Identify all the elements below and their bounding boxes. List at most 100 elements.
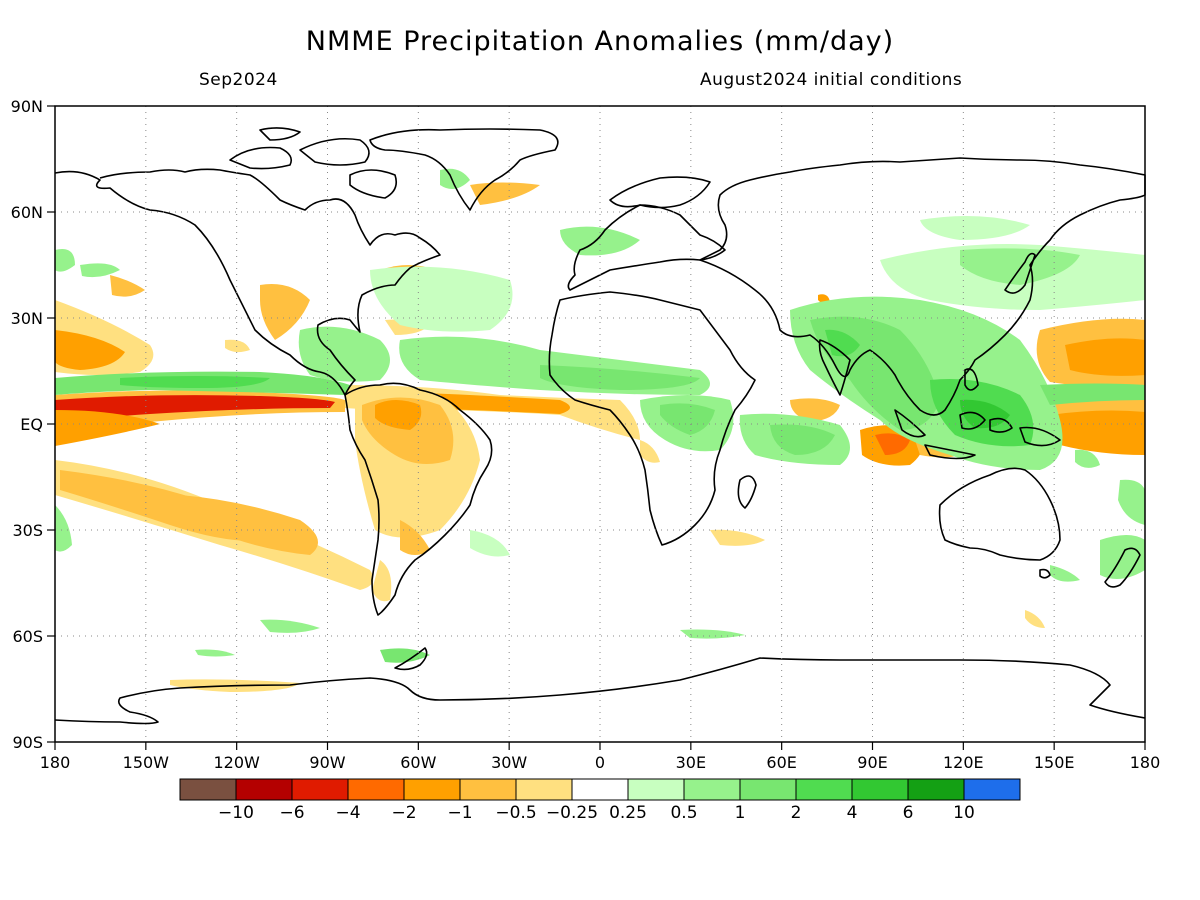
wet-anomaly-region — [80, 263, 120, 278]
colorbar-label: 6 — [903, 803, 914, 823]
lon-tick-label: 120E — [943, 753, 984, 772]
colorbar-label: −0.25 — [546, 803, 598, 823]
dry-anomaly-region — [710, 529, 765, 546]
forecast-month: Sep2024 — [199, 70, 278, 90]
colorbar-label: −2 — [391, 803, 416, 823]
dry-anomaly-region — [790, 398, 840, 422]
wet-anomaly-region — [560, 226, 640, 256]
coastline-antarctic-peninsula — [394, 647, 428, 671]
colorbar-label: −10 — [218, 803, 254, 823]
lat-tick-label: 30S — [12, 521, 43, 540]
graticule — [55, 106, 1145, 742]
dry-anomaly-region — [260, 284, 310, 340]
lat-tick-label: 90N — [11, 97, 43, 116]
wet-anomaly-region — [1040, 383, 1145, 405]
wet-anomaly-region — [195, 649, 235, 657]
colorbar-swatch — [291, 778, 349, 801]
coastline-arctic-islands — [299, 137, 370, 166]
coastline-new-guinea — [1019, 426, 1061, 447]
longitude-axis: 180 150W 120W 90W 60W 30W 0 30E 60E 90E 120E 150E 18… — [40, 742, 1161, 772]
lon-tick-label: 90E — [857, 753, 887, 772]
wet-anomaly-region — [960, 399, 1010, 429]
coastline-indonesia — [894, 409, 926, 438]
coastline-asia — [699, 157, 1146, 416]
wet-anomaly-region — [298, 326, 390, 382]
dry-anomaly-region — [372, 560, 392, 602]
coastline-indonesia — [989, 417, 1013, 433]
wet-anomaly-region — [470, 530, 510, 557]
coastline-indonesia — [924, 444, 976, 460]
colorbar-swatch — [571, 778, 629, 801]
dry-anomaly-region — [55, 410, 160, 446]
coastline-south-america — [344, 382, 493, 616]
wet-anomaly-region — [55, 505, 72, 552]
wet-anomaly-region — [1118, 479, 1145, 525]
colorbar-label: −0.5 — [495, 803, 536, 823]
lon-tick-label: 150W — [123, 753, 170, 772]
wet-anomaly-region — [380, 648, 430, 663]
wet-anomaly-region — [825, 329, 860, 357]
colorbar-swatch — [347, 778, 405, 801]
dry-anomaly-region — [470, 182, 540, 205]
lon-tick-label: 60E — [766, 753, 796, 772]
colorbar-label: 2 — [791, 803, 802, 823]
colorbar-swatch — [739, 778, 797, 801]
coastline-indonesia — [959, 411, 986, 430]
coastline-north-america — [54, 168, 441, 396]
coastline-madagascar — [737, 475, 757, 509]
coastline-scandinavia — [609, 176, 711, 209]
lon-tick-label: 30E — [676, 753, 706, 772]
wet-anomaly-region — [1075, 449, 1100, 468]
latitude-axis: 90N 60N 30N EQ 30S 60S 90S — [11, 97, 55, 752]
colorbar-swatch — [235, 778, 293, 801]
coastline-antarctica — [54, 657, 1146, 725]
colorbar-label: 0.5 — [670, 803, 697, 823]
wet-anomaly-region — [680, 629, 745, 639]
map-title: NMME Precipitation Anomalies (mm/day) — [305, 26, 895, 57]
lon-tick-label: 180 — [1130, 753, 1161, 772]
colorbar-label: −6 — [279, 803, 304, 823]
wet-anomaly-region — [440, 168, 470, 189]
initial-conditions: August2024 initial conditions — [700, 70, 963, 90]
wet-anomaly-region — [260, 619, 320, 633]
coastline-philippines — [964, 368, 979, 391]
lon-tick-label: 60W — [400, 753, 436, 772]
colorbar-swatch — [907, 778, 965, 801]
lat-tick-label: EQ — [20, 415, 43, 434]
wet-anomaly-region — [660, 403, 715, 435]
lat-tick-label: 60S — [12, 627, 43, 646]
anomaly-field — [55, 168, 1145, 692]
colorbar-label: 10 — [953, 803, 975, 823]
dry-anomaly-region — [55, 330, 125, 370]
lon-tick-label: 150E — [1034, 753, 1075, 772]
coastline-new-zealand — [1104, 547, 1141, 588]
coastline-australia — [938, 467, 1061, 561]
colorbar-label: 4 — [847, 803, 858, 823]
coastlines — [54, 127, 1146, 725]
lon-tick-label: 0 — [595, 753, 605, 772]
colorbar-swatch — [627, 778, 685, 801]
coastline-africa — [548, 291, 756, 546]
dry-anomaly-region — [110, 275, 145, 297]
coastline-europe — [567, 204, 726, 291]
dry-anomaly-region — [1048, 403, 1145, 455]
wet-anomaly-region — [55, 249, 75, 272]
colorbar-swatch — [683, 778, 741, 801]
wet-anomaly-region — [1050, 565, 1080, 582]
dry-anomaly-region — [180, 495, 318, 555]
colorbar-swatch — [459, 778, 517, 801]
wet-anomaly-region — [920, 216, 1030, 240]
coastline-japan — [1004, 252, 1036, 294]
coastline-india — [818, 339, 851, 396]
dry-anomaly-region — [1065, 338, 1145, 376]
colorbar-label: 1 — [735, 803, 746, 823]
wet-anomaly-region — [120, 376, 270, 388]
lat-tick-label: 30N — [11, 309, 43, 328]
colorbar-swatch — [515, 778, 573, 801]
coastline-arctic-islands — [349, 169, 398, 199]
wet-anomaly-region — [960, 248, 1080, 285]
colorbar-swatch — [179, 778, 237, 801]
coastline-greenland — [369, 128, 559, 211]
coastline-arctic-islands — [259, 127, 301, 141]
